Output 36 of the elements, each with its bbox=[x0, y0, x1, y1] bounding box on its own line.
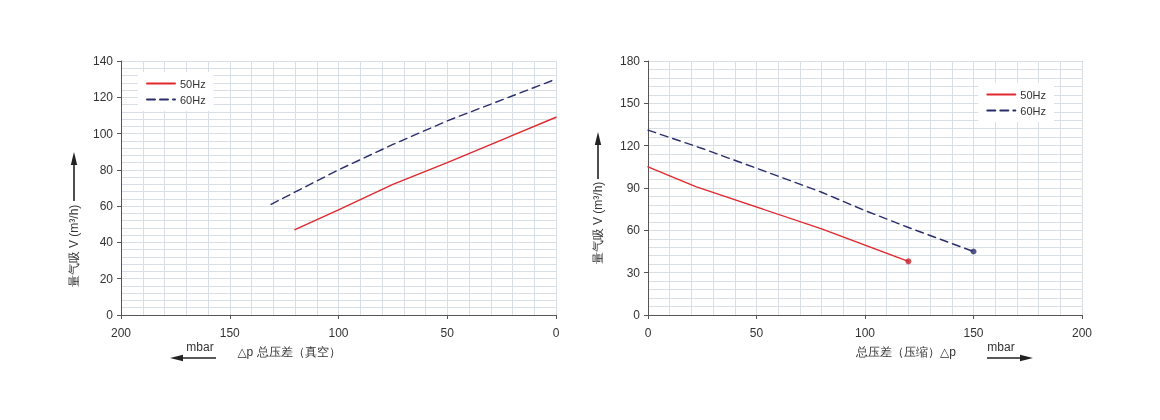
y-tick-label: 150 bbox=[619, 96, 641, 111]
y-tick-label: 0 bbox=[633, 308, 641, 322]
x-axis-title: 总压差（压缩）△p bbox=[855, 345, 957, 359]
y-tick-label: 90 bbox=[626, 181, 641, 195]
legend-label: 50Hz bbox=[1020, 88, 1047, 101]
text: mbar bbox=[186, 340, 214, 354]
y-tick-label: 140 bbox=[92, 54, 114, 68]
y-tick-label: 0 bbox=[106, 308, 114, 322]
y-tick-label: 100 bbox=[92, 126, 114, 141]
x-axis-title: △p 总压差（真空） bbox=[237, 345, 341, 359]
y-tick-label: 180 bbox=[619, 54, 641, 68]
legend-label: 60Hz bbox=[1020, 104, 1047, 117]
x-tick-label: 50 bbox=[749, 326, 764, 340]
y-axis-title: 量气吸 V (m³/h) bbox=[591, 181, 605, 265]
y-tick-label: 20 bbox=[99, 271, 114, 286]
text: mbar bbox=[987, 340, 1015, 354]
x-tick-label: 0 bbox=[552, 326, 560, 340]
y-tick-label: 30 bbox=[626, 265, 641, 280]
x-tick-label: 150 bbox=[219, 326, 241, 340]
x-tick-label: 0 bbox=[644, 326, 652, 340]
y-tick-label: 80 bbox=[99, 162, 114, 177]
x-tick-label: 100 bbox=[854, 326, 876, 340]
x-tick-label: 50 bbox=[440, 326, 455, 340]
x-tick-label: 200 bbox=[1071, 326, 1093, 340]
y-tick-label: 60 bbox=[626, 223, 641, 238]
legend-label: 50Hz bbox=[180, 77, 206, 90]
x-tick-label: 100 bbox=[328, 326, 349, 340]
y-axis-title: 量气吸 V (m³/h) bbox=[67, 204, 81, 288]
legend-label: 60Hz bbox=[180, 93, 206, 106]
y-tick-label: 120 bbox=[619, 138, 641, 153]
line-series bbox=[294, 116, 557, 231]
x-tick-label: 200 bbox=[110, 326, 132, 340]
y-tick-label: 60 bbox=[99, 199, 114, 214]
y-tick-label: 40 bbox=[99, 235, 114, 250]
x-tick-label: 150 bbox=[963, 326, 984, 340]
y-tick-label: 120 bbox=[92, 90, 114, 105]
